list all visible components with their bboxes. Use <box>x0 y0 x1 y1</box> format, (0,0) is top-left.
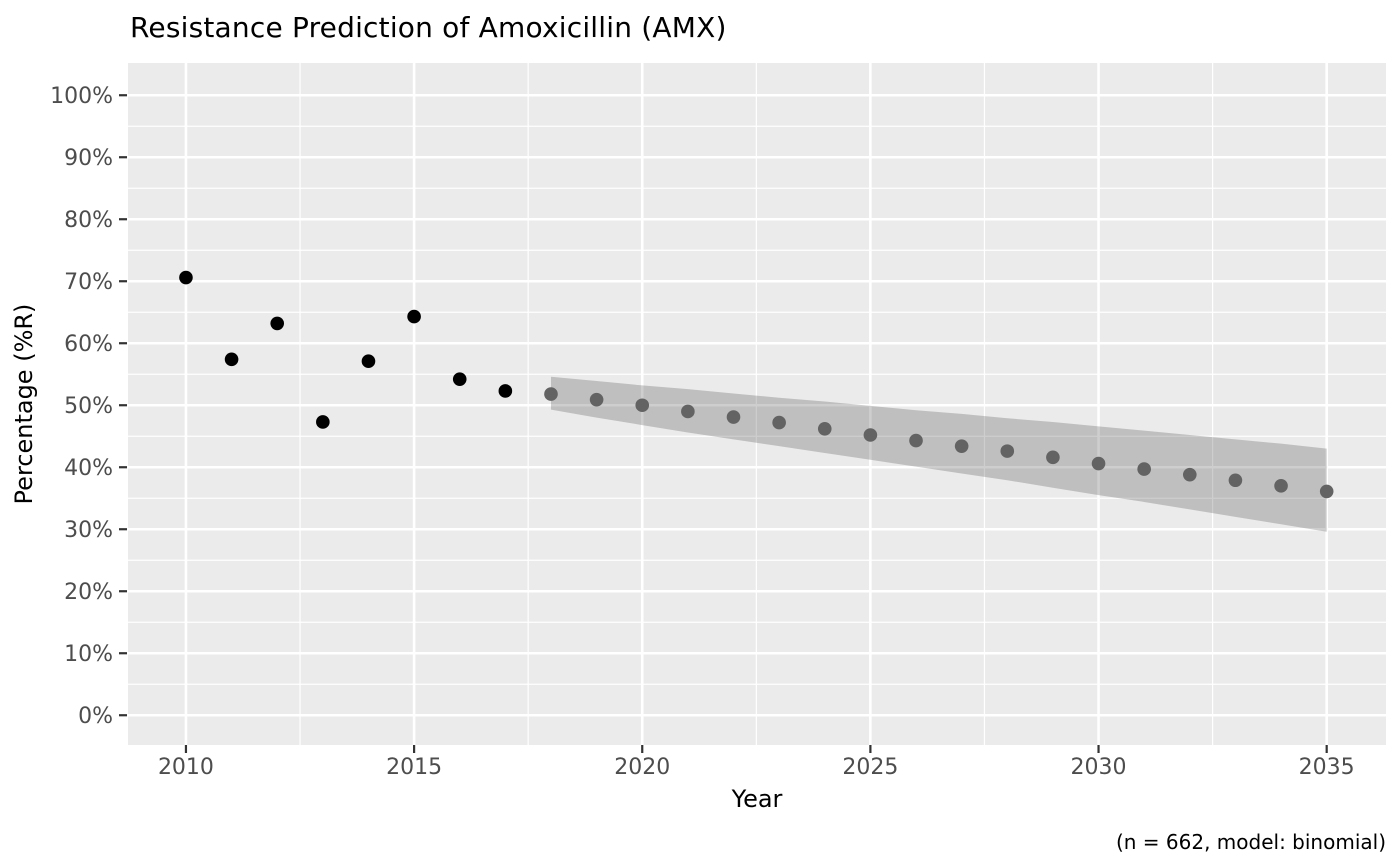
predicted-point <box>909 433 923 448</box>
observed-point <box>452 372 467 387</box>
predicted-point <box>681 404 695 419</box>
y-tick-label: 70% <box>64 270 113 295</box>
predicted-point <box>863 428 878 442</box>
observed-point <box>270 316 285 331</box>
predicted-point <box>772 415 786 430</box>
y-tick-label: 90% <box>64 146 113 171</box>
predicted-point <box>589 392 604 407</box>
predicted-point <box>544 387 558 401</box>
observed-point <box>407 309 421 324</box>
y-tick-label: 30% <box>64 518 113 543</box>
observed-point <box>498 384 513 398</box>
y-tick-label: 50% <box>64 394 113 419</box>
predicted-point <box>954 439 969 453</box>
x-tick-label: 2020 <box>614 755 670 780</box>
x-tick-label: 2025 <box>842 755 898 780</box>
y-tick-label: 40% <box>64 456 113 481</box>
observed-point <box>179 270 193 285</box>
x-tick-label: 2010 <box>158 755 214 780</box>
predicted-point <box>1319 484 1334 499</box>
predicted-point <box>635 398 650 413</box>
chart-title: Resistance Prediction of Amoxicillin (AM… <box>130 11 727 44</box>
observed-point <box>361 354 376 369</box>
y-tick-label: 100% <box>50 84 113 109</box>
y-tick-label: 10% <box>64 642 113 667</box>
predicted-point <box>1228 473 1243 488</box>
predicted-point <box>1091 456 1106 471</box>
predicted-point <box>1182 467 1197 482</box>
x-tick-label: 2015 <box>386 755 442 780</box>
y-tick-label: 60% <box>64 332 113 357</box>
y-axis-title: Percentage (%R) <box>10 303 38 505</box>
predicted-point <box>1046 450 1060 465</box>
y-tick-label: 80% <box>64 208 113 233</box>
x-tick-label: 2030 <box>1071 755 1127 780</box>
predicted-point <box>1000 444 1015 458</box>
caption: (n = 662, model: binomial) <box>1115 830 1386 854</box>
predicted-point <box>1137 462 1151 476</box>
observed-point <box>224 352 239 367</box>
y-tick-label: 0% <box>78 704 113 729</box>
x-tick-label: 2035 <box>1299 755 1355 780</box>
predicted-point <box>817 422 832 436</box>
y-tick-label: 20% <box>64 580 113 605</box>
confidence-ribbon <box>550 376 1327 532</box>
x-axis-title: Year <box>731 785 783 813</box>
predicted-point <box>726 410 741 424</box>
predicted-point <box>1274 479 1288 493</box>
observed-point <box>316 415 330 429</box>
